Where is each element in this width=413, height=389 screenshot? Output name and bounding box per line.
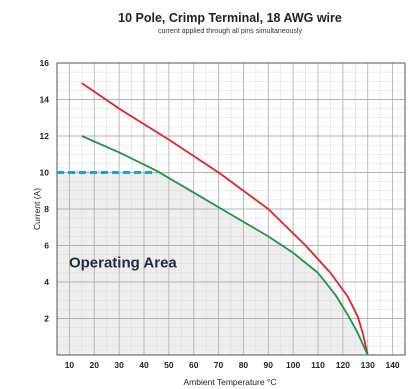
- x-tick-label: 20: [90, 360, 100, 370]
- x-tick-label: 30: [114, 360, 124, 370]
- plot-frame: [56, 62, 406, 356]
- y-tick-label: 6: [44, 241, 49, 251]
- chart-title: 10 Pole, Crimp Terminal, 18 AWG wire: [118, 11, 342, 25]
- x-tick-label: 70: [214, 360, 224, 370]
- x-tick-label: 40: [139, 360, 149, 370]
- series-line-lower: [81, 135, 369, 356]
- x-tick-label: 10: [65, 360, 75, 370]
- x-tick-label: 80: [239, 360, 249, 370]
- operating-area-label: Operating Area: [69, 254, 177, 271]
- y-tick-label: 10: [40, 168, 50, 178]
- x-tick-label: 140: [385, 360, 399, 370]
- x-axis-label: Ambient Temperature °C: [183, 377, 276, 387]
- y-tick-label: 12: [40, 131, 50, 141]
- x-tick-label: 120: [336, 360, 350, 370]
- series-line-upper: [81, 82, 369, 356]
- y-tick-label: 8: [44, 204, 49, 214]
- y-tick-label: 16: [40, 58, 50, 68]
- x-tick-label: 90: [264, 360, 274, 370]
- y-tick-label: 14: [40, 95, 50, 105]
- x-tick-label: 100: [286, 360, 300, 370]
- x-tick-label: 50: [164, 360, 174, 370]
- y-tick-label: 2: [44, 314, 49, 324]
- chart-subtitle: current applied through all pins simulta…: [158, 28, 302, 35]
- x-tick-label: 130: [361, 360, 375, 370]
- y-axis-label: Current (A): [32, 188, 42, 230]
- x-tick-label: 110: [311, 360, 325, 370]
- y-tick-label: 4: [44, 277, 49, 287]
- x-tick-label: 60: [189, 360, 199, 370]
